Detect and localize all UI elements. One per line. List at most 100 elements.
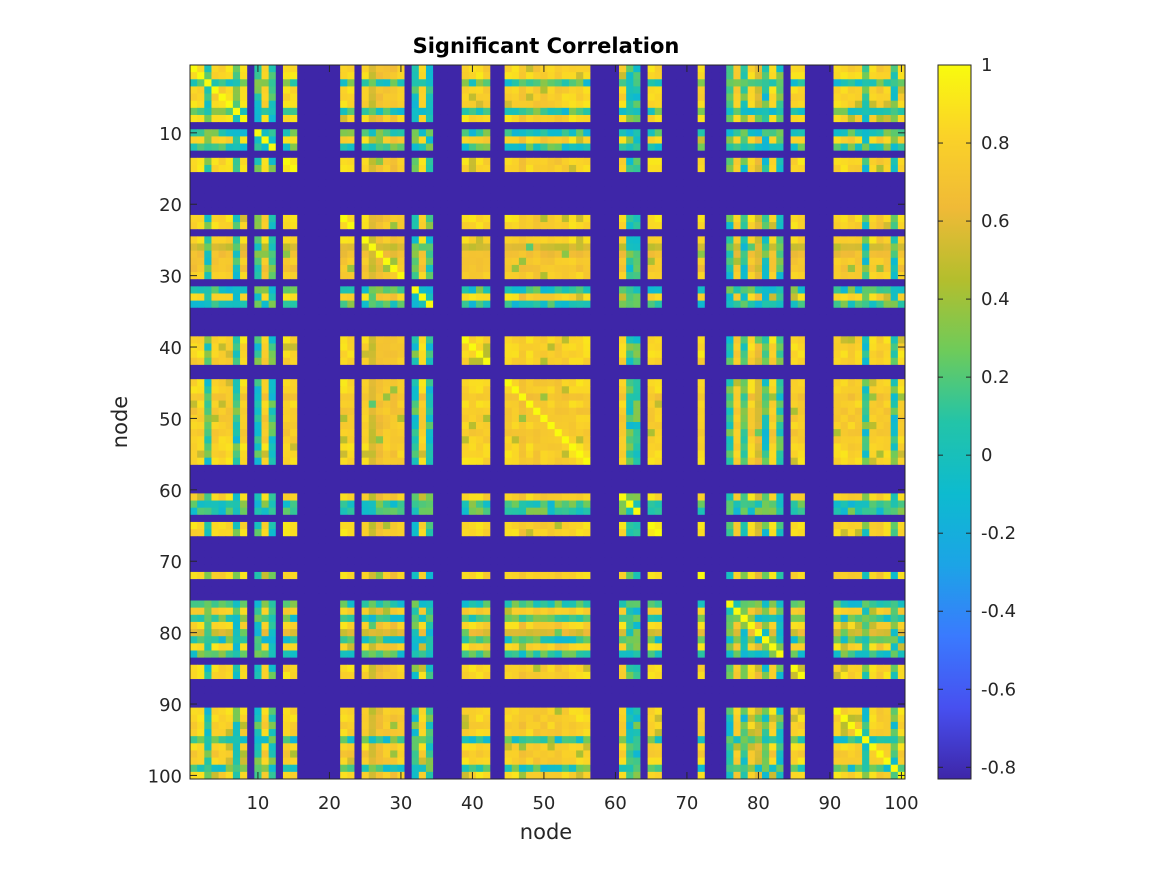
heatmap-cell [704,364,713,373]
heatmap-cell [526,343,534,351]
heatmap-cell [418,65,427,73]
heatmap-cell [497,164,505,173]
heatmap-cell [204,307,212,316]
heatmap-cell [854,386,863,394]
heatmap-cell [626,122,634,130]
heatmap-cell [440,86,448,94]
heatmap-cell [483,372,491,380]
heatmap-cell [754,393,763,401]
heatmap-cell [197,329,205,337]
heatmap-cell [897,222,906,230]
heatmap-cell [604,386,613,394]
heatmap-cell [204,214,212,223]
heatmap-cell [740,214,749,223]
heatmap-cell [711,157,720,166]
heatmap-cell [619,300,627,309]
heatmap-cell [776,100,784,109]
heatmap-cell [318,293,327,302]
heatmap-cell [690,193,699,202]
heatmap-cell [361,86,370,94]
heatmap-cell [862,65,870,73]
heatmap-cell [790,329,799,337]
heatmap-cell [518,86,527,94]
heatmap-cell [812,414,820,423]
heatmap-cell [654,65,663,73]
heatmap-cell [504,200,513,209]
heatmap-cell [325,343,334,351]
heatmap-cell [204,329,212,337]
heatmap-cell [304,236,312,244]
heatmap-cell [383,122,391,130]
heatmap-cell [762,379,770,387]
heatmap-cell [197,222,205,230]
heatmap-cell [433,343,441,351]
heatmap-cell [490,400,498,409]
heatmap-cell [232,357,241,366]
heatmap-cell [876,250,884,259]
heatmap-cell [275,186,284,194]
heatmap-cell [268,79,277,87]
heatmap-cell [325,357,334,366]
heatmap-cell [468,214,477,223]
heatmap-cell [190,372,198,380]
heatmap-cell [404,279,413,287]
heatmap-cell [804,357,813,366]
heatmap-cell [497,364,505,373]
heatmap-cell [497,307,505,316]
heatmap-cell [797,222,806,230]
heatmap-cell [383,257,391,266]
heatmap-cell [375,322,384,330]
heatmap-cell [883,286,892,294]
heatmap-cell [476,250,484,259]
heatmap-cell [740,250,749,259]
heatmap-cell [812,393,820,401]
heatmap-cell [304,214,312,223]
heatmap-cell [225,414,234,423]
heatmap-cell [597,143,606,152]
heatmap-cell [483,172,491,180]
heatmap-cell [840,200,849,209]
heatmap-cell [554,243,563,252]
heatmap-cell [483,186,491,194]
heatmap-cell [347,350,355,359]
heatmap-cell [597,114,606,123]
heatmap-cell [819,314,827,323]
heatmap-cell [711,172,720,180]
heatmap-cell [847,236,856,244]
heatmap-cell [876,386,884,394]
heatmap-cell [804,350,813,359]
heatmap-cell [597,136,606,144]
heatmap-cell [261,364,270,373]
heatmap-cell [211,93,219,102]
heatmap-cell [754,86,763,94]
heatmap-cell [883,350,892,359]
heatmap-cell [554,143,563,152]
heatmap-cell [554,393,563,401]
heatmap-cell [232,93,241,102]
heatmap-cell [576,150,584,159]
heatmap-cell [812,400,820,409]
heatmap-cell [540,86,548,94]
heatmap-cell [619,329,627,337]
heatmap-cell [354,314,362,323]
heatmap-cell [411,107,420,116]
heatmap-cell [433,72,441,80]
heatmap-cell [540,150,548,159]
heatmap-cell [804,379,813,387]
heatmap-cell [576,357,584,366]
heatmap-cell [640,322,648,330]
heatmap-cell [847,179,856,187]
heatmap-cell [690,93,699,102]
heatmap-cell [583,307,591,316]
heatmap-cell [511,179,520,187]
heatmap-cell [383,379,391,387]
heatmap-cell [232,407,241,416]
heatmap-cell [690,164,699,173]
heatmap-cell [347,236,355,244]
heatmap-cell [425,129,434,137]
heatmap-cell [647,293,656,302]
heatmap-cell [440,357,448,366]
heatmap-cell [783,150,791,159]
heatmap-cell [611,229,620,237]
heatmap-cell [819,322,827,330]
